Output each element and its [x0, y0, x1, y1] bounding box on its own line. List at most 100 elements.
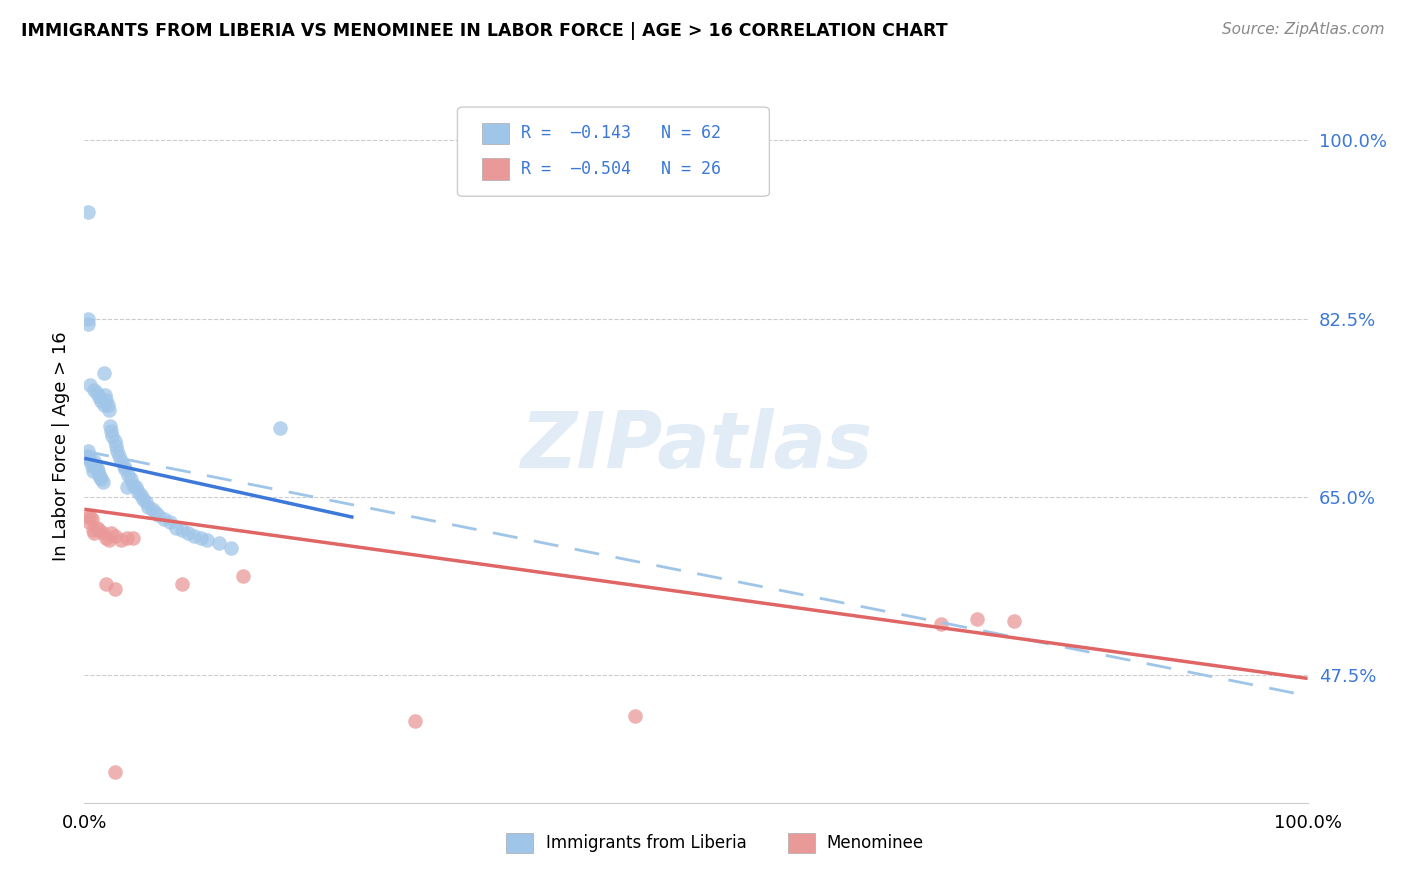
Point: [107, 449, 129, 463]
Point: [110, 533, 132, 547]
Point: [96, 393, 118, 408]
Point: [104, 765, 127, 780]
Y-axis label: In Labor Force | Age > 16: In Labor Force | Age > 16: [52, 331, 70, 561]
Point: [94, 388, 117, 402]
Point: [143, 505, 166, 519]
Point: [98, 418, 121, 433]
Text: R =  –0.143   N = 62: R = –0.143 N = 62: [522, 125, 721, 143]
Point: [77, 451, 100, 466]
Point: [146, 508, 169, 523]
FancyBboxPatch shape: [457, 107, 769, 196]
Point: [77, 510, 100, 524]
Point: [82, 465, 104, 479]
Text: ZIPatlas: ZIPatlas: [520, 408, 872, 484]
Point: [91, 475, 114, 489]
Point: [83, 383, 105, 397]
Point: [624, 709, 647, 723]
Point: [77, 444, 100, 458]
Point: [82, 523, 104, 537]
Point: [404, 714, 426, 729]
Text: Immigrants from Liberia: Immigrants from Liberia: [546, 834, 747, 852]
Point: [84, 459, 107, 474]
Point: [96, 576, 118, 591]
Point: [97, 398, 120, 412]
Point: [141, 502, 163, 516]
Point: [136, 500, 159, 515]
Point: [104, 529, 127, 543]
Point: [86, 520, 108, 534]
Text: Menominee: Menominee: [827, 834, 924, 852]
Point: [87, 465, 110, 479]
Point: [112, 459, 135, 474]
Point: [105, 439, 128, 453]
Point: [177, 525, 200, 540]
Point: [122, 531, 145, 545]
Point: [79, 377, 101, 392]
Point: [79, 454, 101, 468]
Point: [172, 576, 194, 591]
Point: [100, 525, 122, 540]
Point: [91, 525, 114, 540]
Point: [77, 449, 100, 463]
Point: [115, 531, 138, 545]
FancyBboxPatch shape: [482, 159, 509, 180]
Text: IMMIGRANTS FROM LIBERIA VS MENOMINEE IN LABOR FORCE | AGE > 16 CORRELATION CHART: IMMIGRANTS FROM LIBERIA VS MENOMINEE IN …: [21, 22, 948, 40]
Point: [86, 461, 108, 475]
Point: [87, 390, 110, 404]
Point: [77, 311, 100, 326]
Point: [97, 533, 120, 547]
Point: [183, 529, 205, 543]
Point: [87, 523, 110, 537]
Point: [153, 512, 176, 526]
Point: [135, 495, 157, 509]
Text: Source: ZipAtlas.com: Source: ZipAtlas.com: [1222, 22, 1385, 37]
Point: [129, 488, 152, 502]
Point: [120, 472, 142, 486]
Point: [96, 531, 118, 545]
Point: [190, 531, 212, 545]
FancyBboxPatch shape: [482, 123, 509, 145]
Point: [122, 477, 145, 491]
Point: [104, 434, 127, 448]
FancyBboxPatch shape: [787, 833, 814, 853]
Point: [208, 536, 231, 550]
Point: [90, 394, 112, 409]
Point: [89, 469, 111, 483]
Point: [80, 512, 103, 526]
Point: [132, 491, 155, 506]
Point: [105, 444, 128, 458]
Point: [93, 366, 115, 380]
Point: [117, 467, 139, 482]
Point: [87, 467, 110, 482]
Point: [86, 386, 108, 401]
Point: [77, 204, 100, 219]
Point: [232, 569, 254, 583]
Point: [165, 520, 187, 534]
Point: [100, 424, 122, 438]
Point: [83, 525, 105, 540]
Point: [110, 454, 132, 468]
Point: [104, 582, 127, 596]
Point: [127, 484, 149, 499]
Point: [966, 612, 988, 626]
Point: [90, 472, 112, 486]
Point: [125, 480, 148, 494]
Point: [97, 403, 120, 417]
Point: [219, 541, 242, 555]
Point: [83, 454, 105, 468]
Point: [1002, 615, 1025, 629]
Point: [269, 420, 291, 434]
Point: [101, 429, 124, 443]
Point: [80, 459, 103, 474]
Point: [114, 462, 136, 476]
Point: [195, 533, 218, 547]
Point: [93, 398, 115, 412]
FancyBboxPatch shape: [506, 833, 533, 853]
Point: [115, 480, 138, 494]
Point: [77, 317, 100, 331]
Point: [929, 617, 952, 632]
Point: [159, 516, 181, 530]
Point: [172, 523, 194, 537]
Point: [77, 516, 100, 530]
Text: R =  –0.504   N = 26: R = –0.504 N = 26: [522, 161, 721, 178]
